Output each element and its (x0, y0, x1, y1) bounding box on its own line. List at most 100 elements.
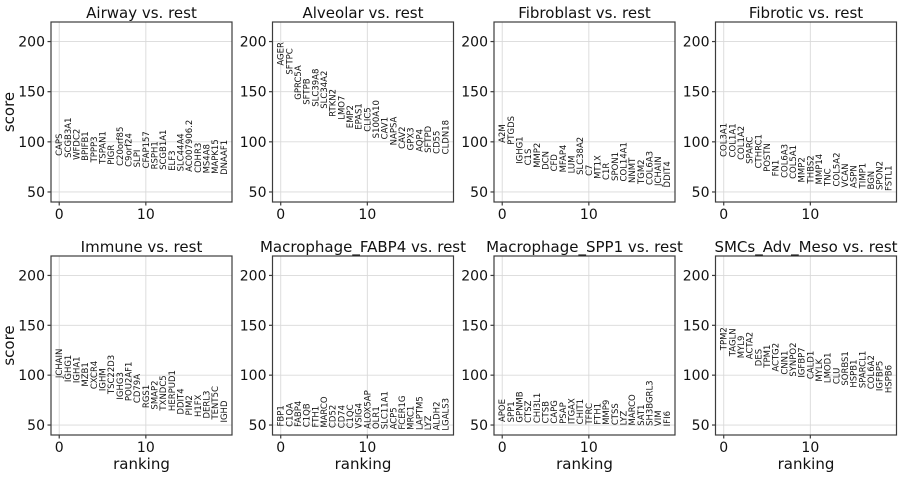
ytick-label: 100 (18, 368, 45, 384)
gene-label: CD55 (433, 131, 443, 154)
gene-label: H1FX (194, 394, 204, 417)
ytick-label: 50 (249, 185, 267, 201)
ytick-label: 200 (461, 35, 488, 51)
panel-title: Immune vs. rest (81, 238, 203, 256)
xtick-label: 10 (580, 440, 598, 456)
gene-label: TNC (824, 168, 834, 187)
axes-frame (493, 255, 676, 436)
ytick-label: 50 (470, 185, 488, 201)
ytick-label: 150 (240, 318, 267, 334)
gene-label: LYZ (424, 415, 434, 430)
gene-label: ELF3 (168, 151, 178, 171)
gene-label: LAPTM5 (415, 396, 425, 430)
xtick-label: 0 (55, 207, 64, 223)
gene-label: TXNDC5 (159, 375, 169, 411)
ytick-label: 50 (249, 418, 267, 434)
gene-label: MYLK (815, 358, 825, 381)
gene-label: COL3A1 (720, 123, 730, 157)
gene-label: SFTPC (285, 48, 295, 74)
xtick-label: 0 (498, 207, 507, 223)
gene-label: ITGAX (568, 398, 578, 424)
ytick-label: 200 (683, 268, 710, 284)
gene-label: SLC11A1 (381, 391, 391, 429)
gene-label: SLPI (133, 150, 143, 168)
gene-label: CFAP157 (142, 131, 152, 168)
xtick-label: 10 (801, 440, 819, 456)
gene-label: PSAP (559, 402, 569, 424)
xtick-label: 10 (137, 207, 155, 223)
xtick-label: 10 (580, 207, 598, 223)
gene-label: POU2AF1 (125, 362, 135, 402)
gene-label: CDHR3 (194, 143, 204, 173)
gene-label: VCAN (841, 164, 851, 188)
panel-alveolar: AGERSFTPCGPRC5ASFTPBSLC39A8SLC34A2RTKN2L… (240, 4, 455, 223)
panel-title: Macrophage_FABP4 vs. rest (260, 238, 466, 257)
panel-immune: JCHAINIGHG1IGHA1MZB1CXCR4IGHMTSC22D3IGHG… (0, 238, 233, 473)
gene-label: CAV1 (381, 117, 391, 139)
gene-label: CXCR4 (90, 361, 100, 389)
panel-title: Macrophage_SPP1 vs. rest (486, 238, 683, 257)
ytick-label: 50 (692, 418, 710, 434)
gene-label: GPNMB (516, 391, 526, 422)
panel-airway: CAPSSCGB3A1WFDC2BPIFB1TPPP3TSPAN1PIGRC20… (0, 4, 233, 223)
gene-label: SORBS1 (841, 351, 851, 385)
gene-label: SFTPD (424, 125, 434, 152)
gene-label: MARCO (320, 396, 330, 428)
gene-label: DDIT4 (176, 388, 186, 414)
ytick-label: 100 (18, 135, 45, 151)
gene-label: CLDN18 (441, 120, 451, 154)
gene-label: FN1 (772, 160, 782, 177)
panel-fibroblast: A2MPTGDSIGHG1C1SMMP2DCNCFDMFAP4LUMSLC38A… (461, 4, 676, 223)
gene-label: IGFBP7 (798, 347, 808, 377)
gene-label: TFRC (585, 403, 595, 426)
gene-label: MFAP4 (559, 145, 569, 173)
gene-label: COL5A1 (789, 145, 799, 179)
gene-label: GPRC5A (294, 65, 304, 100)
xtick-label: 10 (801, 207, 819, 223)
gene-label: COL5A2 (832, 152, 842, 186)
gene-label: TGM2 (637, 159, 647, 185)
ytick-label: 150 (18, 318, 45, 334)
gene-label: RSPH1 (150, 141, 160, 169)
gene-label: TAGLN (728, 328, 738, 357)
gene-label: BGN (867, 171, 877, 190)
ytick-label: 200 (18, 268, 45, 284)
gene-label: CNN1 (780, 351, 790, 375)
gene-label: FABP4 (294, 401, 304, 427)
ytick-label: 200 (240, 35, 267, 51)
gene-label: C1QA (285, 403, 295, 427)
x-axis-label: ranking (556, 455, 613, 473)
gene-label: IFI6 (663, 411, 673, 426)
gene-label: SYNPO2 (789, 342, 799, 376)
gene-label: CAPS (55, 134, 65, 156)
gene-label: EMP2 (346, 105, 356, 128)
gene-label: JCHAIN (55, 349, 65, 380)
ytick-label: 100 (461, 135, 488, 151)
gene-label: PIGR (107, 145, 117, 165)
gene-label: CLU (832, 368, 842, 384)
gene-label: TSC22D3 (107, 355, 117, 395)
gene-label: IGHG3 (116, 372, 126, 399)
ytick-label: 200 (461, 268, 488, 284)
gene-label: MZB1 (81, 362, 91, 386)
axes-frame (714, 255, 898, 436)
gene-label: CTSB (542, 401, 552, 424)
gene-label: ACP5 (389, 407, 399, 429)
ytick-label: 200 (240, 268, 267, 284)
gene-label: MMP14 (815, 154, 825, 185)
xtick-label: 10 (358, 207, 376, 223)
gene-label: SPARCL1 (858, 351, 868, 388)
ytick-label: 150 (18, 85, 45, 101)
gene-label: C9orf24 (125, 133, 135, 167)
gene-label: LUM (568, 156, 578, 174)
ytick-label: 200 (683, 35, 710, 51)
gene-label: AQP4 (415, 129, 425, 152)
gene-label: SAT1 (637, 404, 647, 425)
gene-label: MMP2 (533, 143, 543, 168)
gene-label: CLIC5 (363, 107, 373, 132)
axes-frame (714, 21, 898, 203)
gene-label: CD52 (329, 405, 339, 428)
x-axis-label: ranking (335, 455, 392, 473)
xtick-label: 0 (498, 440, 507, 456)
gene-label: COL6A2 (867, 355, 877, 389)
